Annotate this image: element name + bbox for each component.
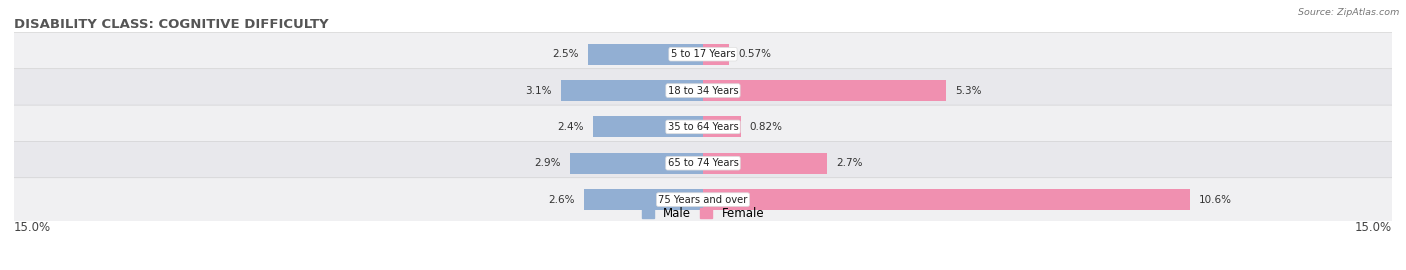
Text: 2.6%: 2.6% [548, 195, 575, 205]
Bar [703, 80, 946, 101]
Text: 75 Years and over: 75 Years and over [658, 195, 748, 205]
Bar [703, 189, 1189, 210]
Bar [703, 116, 741, 137]
Text: DISABILITY CLASS: COGNITIVE DIFFICULTY: DISABILITY CLASS: COGNITIVE DIFFICULTY [14, 18, 329, 31]
Bar [588, 44, 703, 65]
Text: 2.9%: 2.9% [534, 158, 561, 168]
Bar [703, 44, 730, 65]
Bar [703, 153, 827, 174]
FancyBboxPatch shape [6, 105, 1400, 149]
Text: 15.0%: 15.0% [1355, 221, 1392, 234]
Legend: Male, Female: Male, Female [637, 202, 769, 225]
Text: 0.82%: 0.82% [749, 122, 783, 132]
Text: Source: ZipAtlas.com: Source: ZipAtlas.com [1298, 8, 1399, 17]
Bar [593, 116, 703, 137]
Bar [583, 189, 703, 210]
Text: 0.57%: 0.57% [738, 49, 772, 59]
Bar [561, 80, 703, 101]
FancyBboxPatch shape [6, 141, 1400, 185]
Text: 15.0%: 15.0% [14, 221, 51, 234]
FancyBboxPatch shape [6, 32, 1400, 76]
FancyBboxPatch shape [6, 69, 1400, 112]
Text: 10.6%: 10.6% [1199, 195, 1232, 205]
Text: 3.1%: 3.1% [524, 86, 551, 96]
Text: 65 to 74 Years: 65 to 74 Years [668, 158, 738, 168]
Text: 2.5%: 2.5% [553, 49, 579, 59]
Text: 2.7%: 2.7% [837, 158, 863, 168]
FancyBboxPatch shape [6, 178, 1400, 221]
Text: 35 to 64 Years: 35 to 64 Years [668, 122, 738, 132]
Text: 2.4%: 2.4% [557, 122, 583, 132]
Text: 5 to 17 Years: 5 to 17 Years [671, 49, 735, 59]
Text: 5.3%: 5.3% [956, 86, 983, 96]
Text: 18 to 34 Years: 18 to 34 Years [668, 86, 738, 96]
Bar [569, 153, 703, 174]
